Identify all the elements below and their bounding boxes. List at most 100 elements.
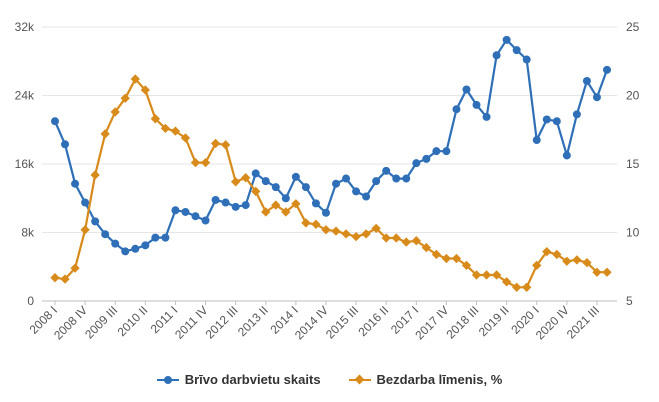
data-point[interactable] [352, 187, 361, 196]
data-point[interactable] [432, 147, 441, 156]
data-point[interactable] [451, 253, 462, 264]
data-point[interactable] [230, 177, 241, 187]
data-point[interactable] [291, 199, 301, 209]
data-point[interactable] [150, 114, 161, 124]
data-point[interactable] [220, 140, 231, 150]
data-point[interactable] [371, 223, 381, 234]
data-point[interactable] [311, 199, 320, 208]
legend-item-series1[interactable]: Brīvo darbvietu skaits [156, 372, 321, 387]
data-point[interactable] [180, 133, 191, 143]
data-point[interactable] [382, 166, 391, 175]
data-point[interactable] [81, 198, 90, 207]
data-point[interactable] [452, 105, 461, 114]
data-point[interactable] [221, 198, 230, 207]
data-point[interactable] [582, 76, 591, 85]
data-point[interactable] [140, 85, 150, 95]
data-point[interactable] [271, 200, 281, 210]
data-point[interactable] [120, 93, 130, 103]
data-point[interactable] [301, 218, 311, 228]
data-point[interactable] [482, 112, 491, 121]
data-point[interactable] [572, 110, 581, 119]
data-point[interactable] [131, 244, 140, 253]
data-point[interactable] [261, 177, 270, 186]
data-point[interactable] [471, 270, 482, 280]
data-point[interactable] [401, 237, 411, 247]
data-point[interactable] [50, 273, 60, 283]
data-point[interactable] [461, 260, 472, 271]
data-point[interactable] [101, 230, 110, 239]
data-point[interactable] [501, 277, 512, 287]
data-point[interactable] [351, 231, 361, 242]
data-point[interactable] [111, 239, 120, 248]
data-point[interactable] [491, 270, 502, 280]
data-point[interactable] [261, 207, 271, 217]
data-point[interactable] [362, 192, 371, 201]
data-point[interactable] [552, 117, 561, 126]
data-point[interactable] [421, 242, 432, 253]
data-point[interactable] [502, 35, 511, 44]
data-point[interactable] [472, 100, 481, 109]
data-point[interactable] [332, 179, 341, 188]
data-point[interactable] [603, 65, 611, 74]
data-point[interactable] [251, 169, 260, 178]
data-point[interactable] [512, 46, 521, 55]
data-point[interactable] [241, 173, 251, 183]
data-point[interactable] [241, 201, 250, 210]
data-point[interactable] [210, 138, 221, 149]
data-point[interactable] [572, 255, 582, 265]
data-point[interactable] [200, 157, 211, 168]
data-point[interactable] [562, 256, 572, 266]
data-point[interactable] [361, 229, 371, 239]
data-point[interactable] [80, 225, 90, 235]
data-point[interactable] [60, 274, 70, 284]
data-point[interactable] [412, 159, 421, 168]
data-point[interactable] [281, 207, 291, 217]
data-point[interactable] [392, 174, 401, 183]
data-point[interactable] [301, 183, 310, 192]
data-point[interactable] [422, 154, 431, 163]
data-point[interactable] [512, 282, 522, 292]
data-point[interactable] [121, 247, 130, 256]
data-point[interactable] [532, 260, 542, 271]
data-point[interactable] [341, 229, 351, 239]
data-point[interactable] [211, 195, 220, 204]
data-point[interactable] [391, 233, 401, 243]
data-point[interactable] [562, 151, 571, 160]
data-point[interactable] [441, 253, 452, 264]
data-point[interactable] [171, 206, 180, 215]
data-point[interactable] [61, 140, 70, 149]
data-point[interactable] [381, 233, 391, 243]
data-point[interactable] [462, 85, 471, 94]
data-point[interactable] [431, 249, 442, 260]
data-point[interactable] [181, 207, 190, 216]
data-point[interactable] [130, 74, 140, 84]
data-point[interactable] [592, 93, 601, 102]
data-point[interactable] [481, 270, 492, 280]
data-point[interactable] [532, 136, 541, 145]
data-point[interactable] [542, 247, 552, 257]
data-point[interactable] [141, 241, 150, 250]
data-point[interactable] [522, 55, 531, 64]
data-point[interactable] [71, 179, 80, 188]
data-point[interactable] [372, 177, 381, 186]
data-point[interactable] [190, 157, 201, 168]
data-point[interactable] [552, 249, 562, 260]
data-point[interactable] [402, 174, 411, 183]
data-point[interactable] [110, 107, 120, 117]
data-point[interactable] [291, 172, 300, 181]
data-point[interactable] [342, 174, 351, 183]
data-point[interactable] [281, 194, 290, 203]
data-point[interactable] [90, 170, 100, 180]
legend-item-series2[interactable]: Bezdarba līmenis, % [348, 372, 502, 387]
data-point[interactable] [271, 183, 280, 192]
data-point[interactable] [91, 217, 100, 226]
data-point[interactable] [321, 225, 331, 235]
data-point[interactable] [542, 115, 551, 124]
data-point[interactable] [201, 216, 210, 225]
data-point[interactable] [160, 123, 171, 134]
data-point[interactable] [311, 219, 321, 229]
data-point[interactable] [411, 236, 421, 246]
data-point[interactable] [151, 233, 160, 242]
data-point[interactable] [522, 282, 532, 292]
data-point[interactable] [321, 208, 330, 217]
